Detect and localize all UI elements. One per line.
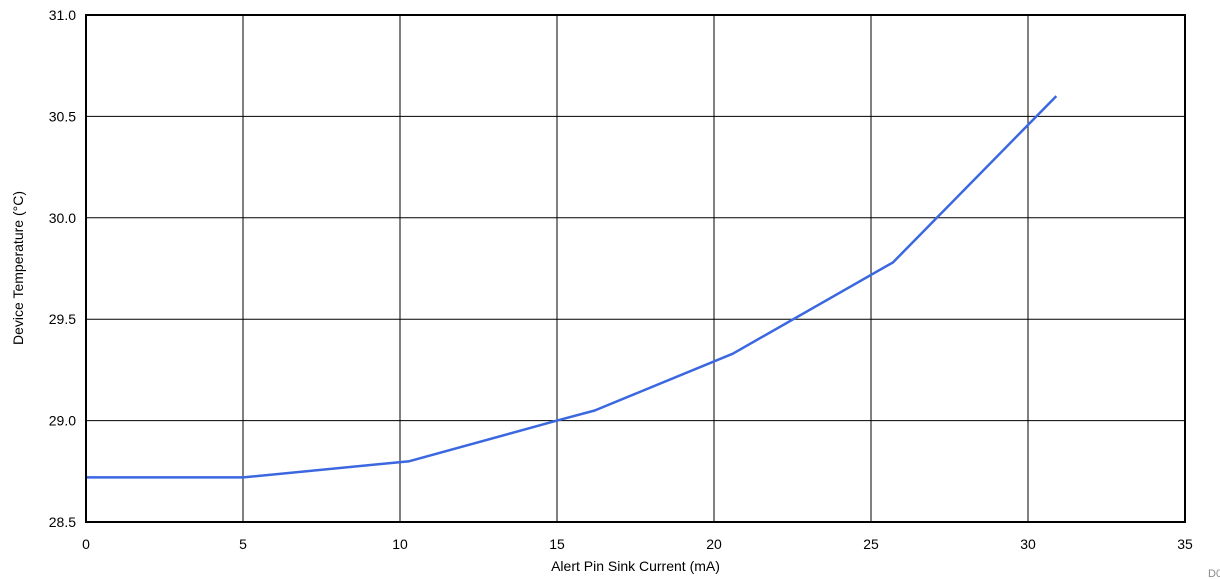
x-tick-labels: 0 5 10 15 20 25 30 35 bbox=[82, 536, 1193, 552]
x-tick-label: 35 bbox=[1177, 536, 1193, 552]
x-tick-label: 30 bbox=[1020, 536, 1036, 552]
y-tick-label: 30.0 bbox=[49, 210, 76, 226]
x-axis-label: Alert Pin Sink Current (mA) bbox=[551, 558, 720, 574]
y-tick-label: 31.0 bbox=[49, 7, 76, 23]
x-tick-label: 5 bbox=[239, 536, 247, 552]
figure-id: D003 bbox=[1208, 568, 1220, 579]
grid-lines bbox=[86, 15, 1185, 522]
y-axis-label: Device Temperature (°C) bbox=[10, 191, 26, 345]
x-tick-label: 15 bbox=[549, 536, 565, 552]
x-tick-label: 20 bbox=[706, 536, 722, 552]
y-tick-label: 29.5 bbox=[49, 311, 76, 327]
series-layer bbox=[86, 95, 1058, 479]
y-tick-label: 30.5 bbox=[49, 108, 76, 124]
y-tick-labels: 28.5 29.0 29.5 30.0 30.5 31.0 bbox=[49, 7, 76, 530]
plot-frame bbox=[85, 14, 1186, 523]
x-tick-label: 0 bbox=[82, 536, 90, 552]
x-tick-label: 10 bbox=[392, 536, 408, 552]
series-line bbox=[86, 95, 1058, 479]
y-tick-label: 28.5 bbox=[49, 514, 76, 530]
y-tick-label: 29.0 bbox=[49, 413, 76, 429]
x-tick-label: 25 bbox=[863, 536, 879, 552]
